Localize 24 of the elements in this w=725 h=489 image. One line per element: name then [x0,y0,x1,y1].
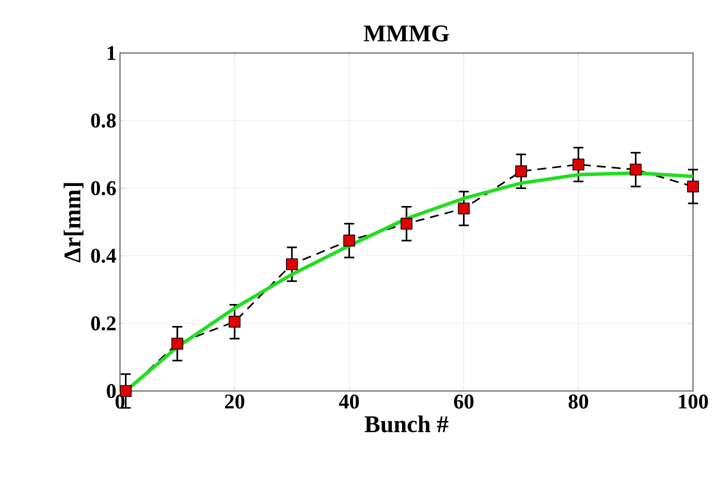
y-tick-label: 0 [106,384,116,398]
point [630,164,642,176]
point [286,258,298,270]
point [228,316,240,328]
x-tick-label: 60 [454,394,474,409]
point [687,180,699,192]
y-tick-label: 0.6 [91,181,116,196]
x-tick-label: 100 [678,394,708,409]
point [572,158,584,170]
y-axis-title: Δr[mm] [64,183,84,262]
point [458,202,470,214]
x-axis-title: Bunch # [364,415,448,432]
point [515,165,528,178]
y-tick-label: 0.8 [91,114,116,128]
point [171,338,184,350]
x-tick-label: 80 [568,394,588,409]
y-tick-label: 1 [108,46,116,60]
y-tick-label: 0.4 [91,248,116,263]
point [343,234,356,246]
x-tick-label: 40 [339,394,359,409]
x-tick-label: 20 [225,394,244,409]
y-tick-label: 0.2 [91,316,116,331]
point [400,218,412,230]
chart-title: MMMG [364,25,450,42]
